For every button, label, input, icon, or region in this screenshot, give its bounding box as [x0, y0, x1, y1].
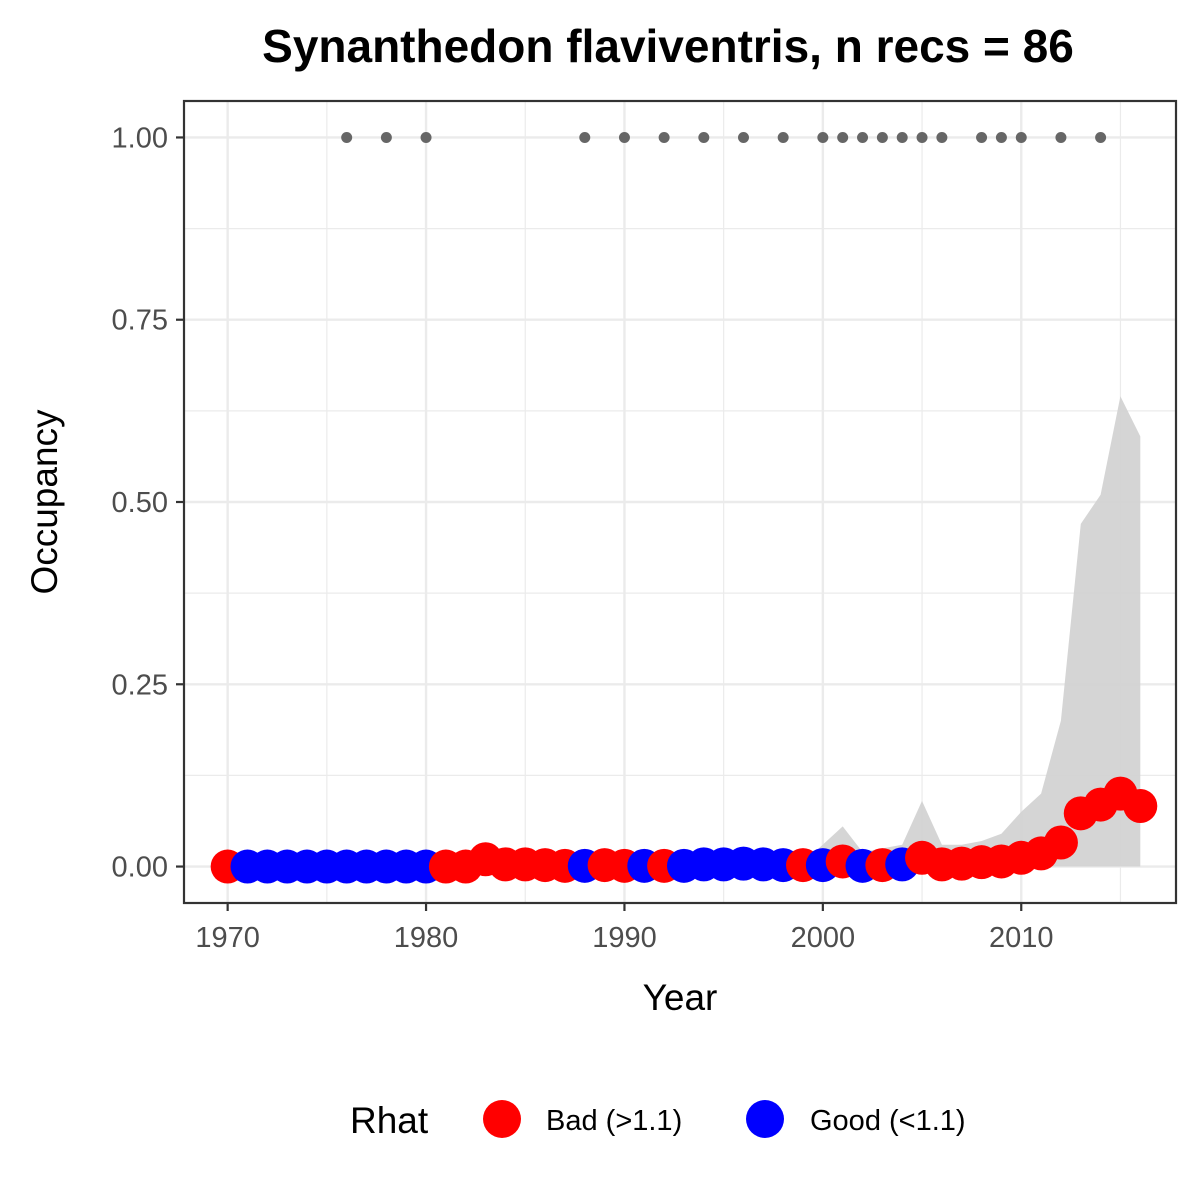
- record-dot: [777, 131, 789, 143]
- record-dot: [995, 131, 1007, 143]
- x-tick-label: 1990: [592, 922, 657, 954]
- credible-interval: [227, 396, 1141, 867]
- y-tick-label: 1.00: [112, 122, 168, 154]
- credible-interval-band: [227, 396, 1141, 867]
- legend-label-bad: Bad (>1.1): [546, 1105, 682, 1137]
- record-dot: [618, 131, 630, 143]
- x-tick-label: 2010: [989, 922, 1054, 954]
- record-dot: [420, 131, 432, 143]
- record-dot: [698, 131, 710, 143]
- y-axis-title: Occupancy: [24, 409, 65, 595]
- record-dot: [817, 131, 829, 143]
- record-dot: [916, 131, 928, 143]
- record-dot: [341, 131, 353, 143]
- legend-key-bad: [483, 1100, 521, 1138]
- record-dot: [1015, 131, 1027, 143]
- record-dots: [341, 131, 1107, 143]
- axes: 1970 1980 1990 2000 2010 0.00 0.25 0.50 0.75 1.00: [112, 122, 1054, 954]
- y-tick-label: 0.75: [112, 305, 168, 337]
- y-tick-label: 0.50: [112, 487, 168, 519]
- x-tick-label: 2000: [791, 922, 856, 954]
- occupancy-point-bad: [1123, 789, 1158, 824]
- record-dot: [857, 131, 869, 143]
- grid-lines: [184, 101, 1176, 903]
- legend-key-good: [746, 1100, 784, 1138]
- record-dot: [1055, 131, 1067, 143]
- record-dot: [936, 131, 948, 143]
- record-dot: [658, 131, 670, 143]
- occupancy-point-bad: [1043, 825, 1078, 860]
- y-tick-label: 0.25: [112, 669, 168, 701]
- record-dot: [896, 131, 908, 143]
- chart-title: Synanthedon flaviventris, n recs = 86: [262, 20, 1074, 72]
- record-dot: [976, 131, 988, 143]
- legend-label-good: Good (<1.1): [810, 1105, 966, 1137]
- legend-title: Rhat: [350, 1100, 429, 1141]
- record-dot: [876, 131, 888, 143]
- record-dot: [837, 131, 849, 143]
- record-dot: [380, 131, 392, 143]
- y-tick-label: 0.00: [112, 852, 168, 884]
- x-axis-title: Year: [643, 977, 718, 1018]
- x-tick-label: 1970: [195, 922, 260, 954]
- record-dot: [737, 131, 749, 143]
- record-dot: [1095, 131, 1107, 143]
- x-tick-label: 1980: [394, 922, 459, 954]
- legend: Rhat Bad (>1.1) Good (<1.1): [350, 1100, 966, 1141]
- occupancy-points: [210, 776, 1158, 884]
- record-dot: [579, 131, 591, 143]
